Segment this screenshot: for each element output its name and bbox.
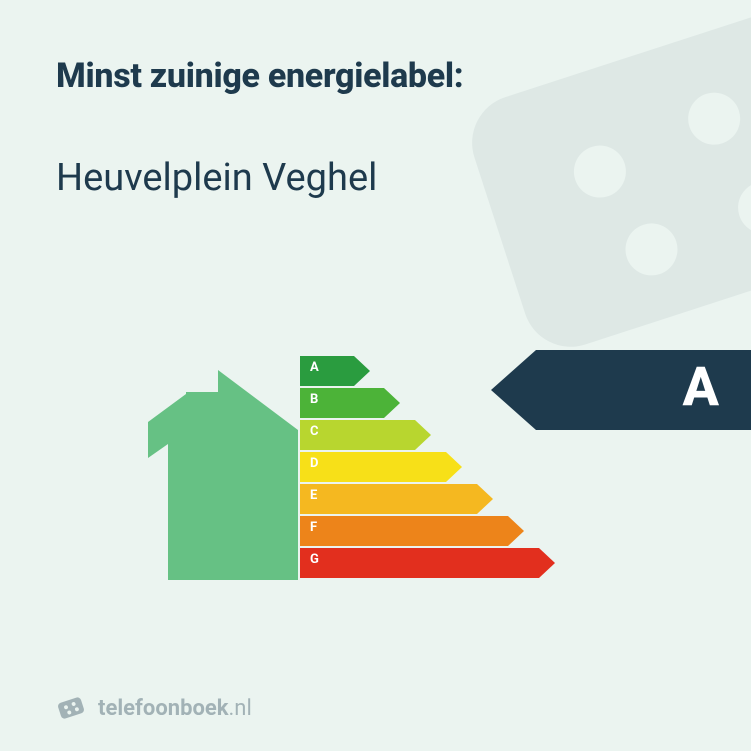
energy-bar-letter: A [310,360,319,375]
energy-bar-letter: C [310,424,319,439]
energy-bar-letter: G [310,552,319,567]
subtitle: Heuvelplein Veghel [56,156,695,200]
energy-bar-letter: F [310,520,317,535]
house-icon [148,350,298,580]
title: Minst zuinige energielabel: [56,56,695,96]
brand-name-bold: telefoonboek [98,696,229,721]
selected-label-letter: A [682,356,719,419]
energy-bar-letter: D [310,456,318,471]
footer-text: telefoonboek.nl [98,696,252,721]
energy-bar-letter: E [310,488,317,503]
brand-card-icon [56,693,86,723]
energy-bar-letter: B [310,392,318,407]
energy-label-graphic: A B C D E F G A [0,350,751,610]
footer-brand: telefoonboek.nl [56,693,252,723]
brand-name-light: .nl [229,696,252,721]
